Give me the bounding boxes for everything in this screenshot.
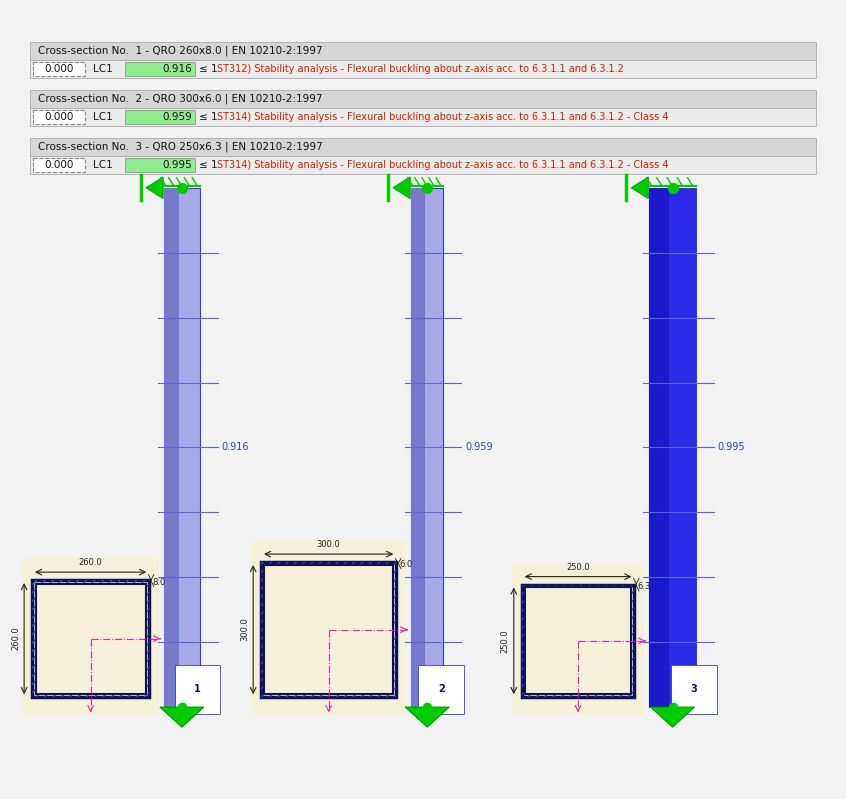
Bar xyxy=(32,580,149,697)
Text: Cross-section No.  2 - QRO 300x6.0 | EN 10210-2:1997: Cross-section No. 2 - QRO 300x6.0 | EN 1… xyxy=(38,93,322,104)
Bar xyxy=(125,110,195,124)
Bar xyxy=(522,585,634,697)
Text: LC1: LC1 xyxy=(93,64,113,74)
Bar xyxy=(30,60,816,78)
Bar xyxy=(33,158,85,172)
Text: 0.000: 0.000 xyxy=(44,112,74,122)
Text: 300.0: 300.0 xyxy=(240,618,250,642)
Text: 0.995: 0.995 xyxy=(162,160,192,170)
Bar xyxy=(164,188,200,707)
Bar xyxy=(512,562,645,715)
Bar xyxy=(650,188,695,707)
Bar xyxy=(33,110,85,124)
Text: 6.3: 6.3 xyxy=(637,582,651,591)
Text: 0.000: 0.000 xyxy=(44,64,74,74)
Text: 300.0: 300.0 xyxy=(316,540,341,549)
Bar xyxy=(164,188,179,707)
Text: 250.0: 250.0 xyxy=(566,562,590,571)
Text: 1: 1 xyxy=(195,684,201,694)
Bar xyxy=(525,587,631,694)
Bar xyxy=(36,584,146,694)
Bar xyxy=(261,562,396,697)
Bar xyxy=(30,90,816,108)
Bar xyxy=(32,580,149,697)
Text: ST314) Stability analysis - Flexural buckling about z-axis acc. to 6.3.1.1 and 6: ST314) Stability analysis - Flexural buc… xyxy=(217,112,668,122)
Bar xyxy=(30,156,816,174)
Text: ST312) Stability analysis - Flexural buckling about z-axis acc. to 6.3.1.1 and 6: ST312) Stability analysis - Flexural buc… xyxy=(217,64,624,74)
Bar xyxy=(261,562,396,697)
Bar xyxy=(411,188,443,707)
Text: 260.0: 260.0 xyxy=(11,626,20,650)
Bar xyxy=(522,585,634,697)
Text: ≤ 1: ≤ 1 xyxy=(199,160,217,170)
Text: 0.995: 0.995 xyxy=(718,443,745,452)
Bar xyxy=(22,559,159,715)
Polygon shape xyxy=(651,707,695,727)
Bar xyxy=(125,158,195,172)
Bar xyxy=(30,108,816,126)
Bar xyxy=(30,42,816,60)
Polygon shape xyxy=(146,177,163,199)
Polygon shape xyxy=(405,707,449,727)
Bar xyxy=(264,565,393,694)
Polygon shape xyxy=(160,707,204,727)
Text: 250.0: 250.0 xyxy=(501,629,510,653)
Text: 6.0: 6.0 xyxy=(399,560,412,569)
Text: Cross-section No.  3 - QRO 250x6.3 | EN 10210-2:1997: Cross-section No. 3 - QRO 250x6.3 | EN 1… xyxy=(38,141,323,153)
Polygon shape xyxy=(393,177,410,199)
Text: 8.0: 8.0 xyxy=(152,578,165,587)
Bar xyxy=(33,62,85,76)
Bar xyxy=(650,188,669,707)
Bar xyxy=(30,138,816,156)
Text: 3: 3 xyxy=(690,684,697,694)
Text: ST314) Stability analysis - Flexural buckling about z-axis acc. to 6.3.1.1 and 6: ST314) Stability analysis - Flexural buc… xyxy=(217,160,668,170)
Text: 260.0: 260.0 xyxy=(79,559,102,567)
Polygon shape xyxy=(631,177,648,199)
Text: 0.000: 0.000 xyxy=(44,160,74,170)
Bar xyxy=(125,62,195,76)
Text: 0.959: 0.959 xyxy=(465,443,493,452)
Text: 0.959: 0.959 xyxy=(162,112,192,122)
Text: 0.916: 0.916 xyxy=(162,64,192,74)
Text: Cross-section No.  1 - QRO 260x8.0 | EN 10210-2:1997: Cross-section No. 1 - QRO 260x8.0 | EN 1… xyxy=(38,46,322,56)
Text: 0.916: 0.916 xyxy=(222,443,250,452)
Bar xyxy=(251,540,406,715)
Text: LC1: LC1 xyxy=(93,112,113,122)
Text: LC1: LC1 xyxy=(93,160,113,170)
Text: ≤ 1: ≤ 1 xyxy=(199,112,217,122)
Text: 2: 2 xyxy=(438,684,445,694)
Text: ≤ 1: ≤ 1 xyxy=(199,64,217,74)
Bar xyxy=(411,188,425,707)
